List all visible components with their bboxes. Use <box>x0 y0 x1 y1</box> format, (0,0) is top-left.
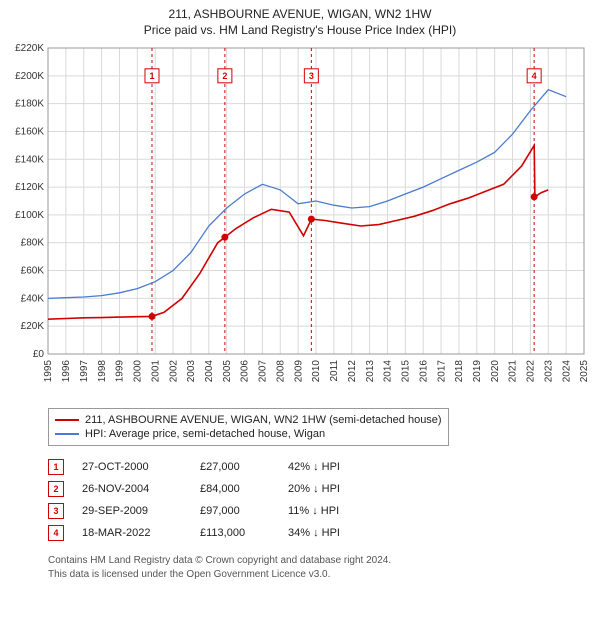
line-chart: £0 £20K £40K £60K £80K £100K £120K £140K £160K £1… <box>8 42 592 402</box>
svg-text:2014: 2014 <box>383 360 394 383</box>
svg-text:2021: 2021 <box>508 360 519 383</box>
svg-text:2025: 2025 <box>579 360 590 383</box>
svg-text:1: 1 <box>149 71 154 81</box>
svg-text:2024: 2024 <box>561 360 572 383</box>
svg-text:2008: 2008 <box>275 360 286 383</box>
footer: Contains HM Land Registry data © Crown c… <box>48 554 592 581</box>
svg-text:2009: 2009 <box>293 360 304 383</box>
svg-text:£20K: £20K <box>21 322 45 333</box>
svg-text:£100K: £100K <box>15 210 44 221</box>
svg-text:2016: 2016 <box>418 360 429 383</box>
svg-text:2000: 2000 <box>133 360 144 383</box>
legend-swatch <box>55 419 79 421</box>
svg-text:2002: 2002 <box>168 360 179 383</box>
svg-text:2017: 2017 <box>436 360 447 383</box>
sales-row: 2 26-NOV-2004 £84,000 20% ↓ HPI <box>48 478 592 500</box>
legend-swatch <box>55 433 79 435</box>
svg-text:2007: 2007 <box>258 360 269 383</box>
sale-vs-hpi: 20% ↓ HPI <box>288 483 378 495</box>
svg-text:2012: 2012 <box>347 360 358 383</box>
svg-text:1995: 1995 <box>43 360 54 383</box>
sales-row: 1 27-OCT-2000 £27,000 42% ↓ HPI <box>48 456 592 478</box>
svg-text:£60K: £60K <box>21 266 45 277</box>
svg-text:2022: 2022 <box>526 360 537 383</box>
legend-label: HPI: Average price, semi-detached house,… <box>85 428 325 440</box>
sale-vs-hpi: 34% ↓ HPI <box>288 527 378 539</box>
svg-text:1998: 1998 <box>97 360 108 383</box>
svg-text:£140K: £140K <box>15 155 44 166</box>
svg-text:2005: 2005 <box>222 360 233 383</box>
sale-price: £97,000 <box>200 505 270 517</box>
svg-text:2011: 2011 <box>329 360 340 382</box>
sale-date: 27-OCT-2000 <box>82 461 182 473</box>
svg-text:£0: £0 <box>33 349 45 360</box>
legend-item: 211, ASHBOURNE AVENUE, WIGAN, WN2 1HW (s… <box>55 413 442 427</box>
svg-text:2004: 2004 <box>204 360 215 383</box>
svg-text:2018: 2018 <box>454 360 465 383</box>
svg-text:2020: 2020 <box>490 360 501 383</box>
svg-text:2019: 2019 <box>472 360 483 383</box>
svg-text:2013: 2013 <box>365 360 376 383</box>
sale-marker-badge: 2 <box>48 481 64 497</box>
sale-vs-hpi: 42% ↓ HPI <box>288 461 378 473</box>
sale-date: 18-MAR-2022 <box>82 527 182 539</box>
svg-text:1997: 1997 <box>79 360 90 383</box>
chart-titles: 211, ASHBOURNE AVENUE, WIGAN, WN2 1HW Pr… <box>8 6 592 38</box>
svg-text:£80K: £80K <box>21 238 45 249</box>
sale-price: £84,000 <box>200 483 270 495</box>
page-root: 211, ASHBOURNE AVENUE, WIGAN, WN2 1HW Pr… <box>0 0 600 589</box>
legend-label: 211, ASHBOURNE AVENUE, WIGAN, WN2 1HW (s… <box>85 414 442 426</box>
sale-price: £27,000 <box>200 461 270 473</box>
svg-text:£160K: £160K <box>15 127 44 138</box>
sales-row: 3 29-SEP-2009 £97,000 11% ↓ HPI <box>48 500 592 522</box>
svg-text:£180K: £180K <box>15 99 44 110</box>
svg-text:2001: 2001 <box>150 360 161 383</box>
sale-date: 29-SEP-2009 <box>82 505 182 517</box>
footer-line-2: This data is licensed under the Open Gov… <box>48 568 592 582</box>
svg-text:2006: 2006 <box>240 360 251 383</box>
svg-text:2: 2 <box>222 71 227 81</box>
svg-text:£40K: £40K <box>21 294 45 305</box>
svg-text:1996: 1996 <box>61 360 72 383</box>
sales-table: 1 27-OCT-2000 £27,000 42% ↓ HPI 2 26-NOV-2004… <box>48 456 592 544</box>
title-line-2: Price paid vs. HM Land Registry's House … <box>8 22 592 38</box>
svg-text:1999: 1999 <box>115 360 126 383</box>
svg-text:4: 4 <box>532 71 537 81</box>
svg-text:2023: 2023 <box>543 360 554 383</box>
svg-text:£200K: £200K <box>15 71 44 82</box>
sale-date: 26-NOV-2004 <box>82 483 182 495</box>
svg-text:2003: 2003 <box>186 360 197 383</box>
svg-text:2015: 2015 <box>401 360 412 383</box>
sales-row: 4 18-MAR-2022 £113,000 34% ↓ HPI <box>48 522 592 544</box>
svg-text:£220K: £220K <box>15 43 44 54</box>
sale-marker-badge: 1 <box>48 459 64 475</box>
sale-marker-badge: 3 <box>48 503 64 519</box>
sale-price: £113,000 <box>200 527 270 539</box>
svg-text:3: 3 <box>309 71 314 81</box>
svg-text:£120K: £120K <box>15 182 44 193</box>
sale-marker-badge: 4 <box>48 525 64 541</box>
footer-line-1: Contains HM Land Registry data © Crown c… <box>48 554 592 568</box>
chart-svg: £0 £20K £40K £60K £80K £100K £120K £140K £160K £1… <box>8 42 592 402</box>
svg-text:2010: 2010 <box>311 360 322 383</box>
title-line-1: 211, ASHBOURNE AVENUE, WIGAN, WN2 1HW <box>8 6 592 22</box>
legend: 211, ASHBOURNE AVENUE, WIGAN, WN2 1HW (s… <box>48 408 449 446</box>
legend-item: HPI: Average price, semi-detached house,… <box>55 427 442 441</box>
sale-vs-hpi: 11% ↓ HPI <box>288 505 378 517</box>
